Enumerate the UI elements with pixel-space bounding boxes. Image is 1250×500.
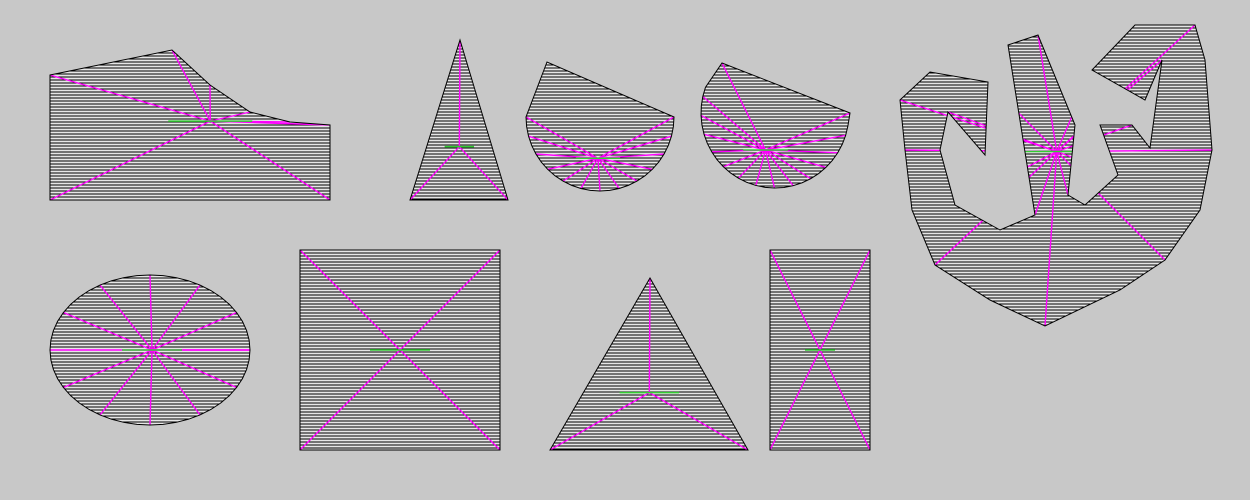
skeleton-line [550, 392, 650, 450]
skeleton-line [819, 349, 870, 450]
skeleton-line [702, 95, 766, 151]
skeleton-line [819, 250, 870, 351]
skeleton-line [458, 40, 461, 147]
skeleton-line [765, 149, 827, 169]
skeleton-line [458, 146, 508, 200]
skeleton-line [703, 133, 766, 151]
skeleton-line [149, 275, 153, 351]
skeleton-line [151, 349, 237, 389]
skeleton-line [701, 114, 766, 151]
terrain-shape-hatch-outline [49, 49, 331, 201]
skeleton-line [547, 157, 599, 171]
skeleton-line [1056, 151, 1069, 196]
skeleton-line [900, 99, 1057, 153]
rectangle-hatch-outline [769, 249, 871, 451]
skeleton-line [597, 116, 674, 159]
skeleton-line [526, 116, 599, 159]
skeleton-line [723, 149, 766, 168]
skeleton-line [300, 349, 401, 450]
skeleton-line [149, 349, 153, 425]
square-hatch [300, 250, 500, 450]
skeleton-line [151, 311, 237, 351]
skeleton-line [50, 74, 211, 122]
spiral-shape-hatch-outline [899, 24, 1213, 327]
skeleton-line [399, 250, 500, 351]
skeleton-line [765, 134, 846, 151]
skeleton-line [410, 146, 460, 200]
skeleton-line [765, 149, 812, 180]
skeleton-line [737, 149, 767, 179]
skeleton-line [151, 349, 201, 416]
skeleton-line [209, 120, 330, 200]
skeleton-line [1044, 151, 1058, 326]
skeleton-line [755, 149, 767, 186]
skeleton-line [580, 157, 599, 189]
skeleton-line [63, 349, 153, 389]
half-disc-hatch-outline [700, 62, 851, 189]
ellipse-hatch-outline [49, 274, 251, 426]
tall-triangle-hatch-outline [409, 38, 509, 201]
skeleton-line [99, 284, 153, 351]
skeleton-line [597, 157, 653, 171]
skeleton-line [63, 311, 153, 351]
square-hatch-outline [299, 249, 501, 451]
skeleton-line [648, 278, 651, 393]
skeleton-line [1034, 151, 1058, 216]
skeleton-line [597, 158, 601, 191]
half-disc-rotated-hatch-outline [525, 61, 675, 192]
skeleton-line [50, 120, 211, 200]
skeleton-line [721, 63, 767, 151]
skeleton-line [764, 149, 794, 187]
skeleton-line [765, 112, 850, 151]
skeleton-line [300, 250, 401, 351]
skeleton-line [1037, 34, 1058, 152]
skeleton-line [770, 349, 821, 450]
skeleton-line [171, 50, 211, 122]
skeleton-line [99, 349, 153, 416]
skeleton-line [597, 157, 620, 189]
skeleton-line [210, 111, 251, 122]
skeleton-line [648, 392, 748, 450]
skeleton-line [597, 157, 638, 182]
skeleton-line [399, 349, 500, 450]
skeleton-line [597, 135, 672, 159]
skeleton-line [770, 250, 821, 351]
ellipse-hatch [50, 275, 250, 425]
rectangle-hatch [770, 250, 870, 450]
skeleton-line [562, 157, 599, 182]
skeleton-line [151, 284, 201, 351]
skeleton-line [528, 135, 599, 159]
skeleton-line [764, 149, 776, 188]
triangle-hatch-outline [549, 276, 749, 451]
